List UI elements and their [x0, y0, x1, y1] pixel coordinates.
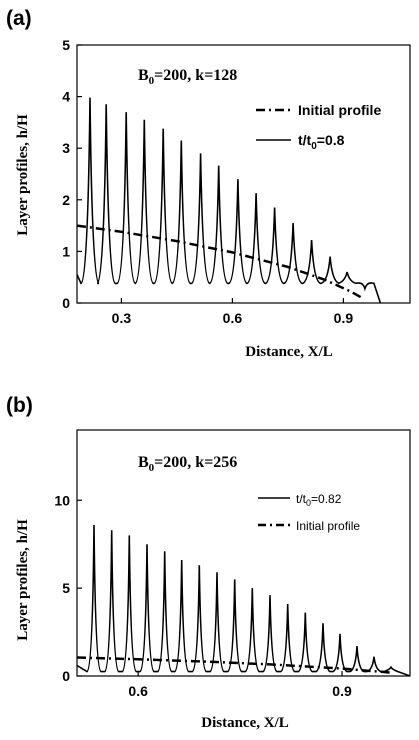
legend-a-time-label: t/t0=0.8: [298, 132, 345, 152]
panel-b-parameters: B0=200, k=256: [138, 454, 237, 474]
panel-a-frame: [76, 44, 411, 304]
panel-a-parameters: B0=200, k=128: [138, 67, 237, 87]
panel-b-initial-profile-line: [77, 656, 390, 674]
panel-b-label: (b): [6, 394, 33, 417]
panel-a-y-tick-label: 3: [62, 140, 70, 156]
panel-b-legend: t/t0=0.82 Initial profile: [258, 492, 360, 533]
panel-a-x-tick-label: 0.3: [112, 310, 132, 326]
panel-a-y-tick-label: 0: [62, 295, 70, 311]
panel-a-y-tick-label: 5: [62, 37, 70, 53]
panel-b-x-tick-label: 0.6: [128, 683, 148, 699]
panel-b: (b) B0=200, k=256 t/t0=0.82 Initial prof…: [6, 394, 411, 731]
panel-a-profile-line: [77, 97, 382, 303]
panel-a-y-tick-label: 2: [62, 192, 70, 208]
panel-b-profile-line: [77, 524, 410, 676]
panel-b-x-axis-title: Distance, X/L: [201, 715, 289, 731]
panel-a-legend: Initial profile t/t0=0.8: [256, 102, 381, 152]
panel-b-y-axis-title: Layer profiles, h/H: [15, 519, 31, 641]
panel-a-x-tick-label: 0.6: [223, 310, 243, 326]
panel-b-y-tick-label: 0: [62, 668, 70, 684]
panel-b-y-tick-label: 5: [62, 580, 70, 596]
panel-b-frame: [76, 429, 411, 677]
panel-a-x-axis-title: Distance, X/L: [245, 344, 333, 360]
panel-a-label: (a): [6, 7, 32, 30]
panel-a-y-tick-label: 1: [62, 243, 70, 259]
legend-b-time-label: t/t0=0.82: [296, 492, 342, 508]
legend-a-initial-label: Initial profile: [298, 102, 381, 118]
panel-a-x-tick-label: 0.9: [334, 310, 354, 326]
panel-a: (a) B0=200, k=128 Initial profile t/t0=0…: [6, 7, 411, 360]
panel-a-y-axis-title: Layer profiles, h/H: [15, 114, 31, 236]
panel-a-initial-profile-line: [77, 224, 363, 299]
panel-a-y-tick-label: 4: [62, 89, 70, 105]
panel-a-plot-area: 0 1 2 3 4 5 0.3 0.6 0.9: [62, 37, 411, 326]
panel-b-y-tick-label: 10: [54, 492, 70, 508]
panel-b-plot-area: 0 5 10 0.6 0.9: [54, 429, 411, 699]
legend-b-initial-label: Initial profile: [296, 519, 360, 533]
panel-b-x-tick-label: 0.9: [332, 683, 352, 699]
